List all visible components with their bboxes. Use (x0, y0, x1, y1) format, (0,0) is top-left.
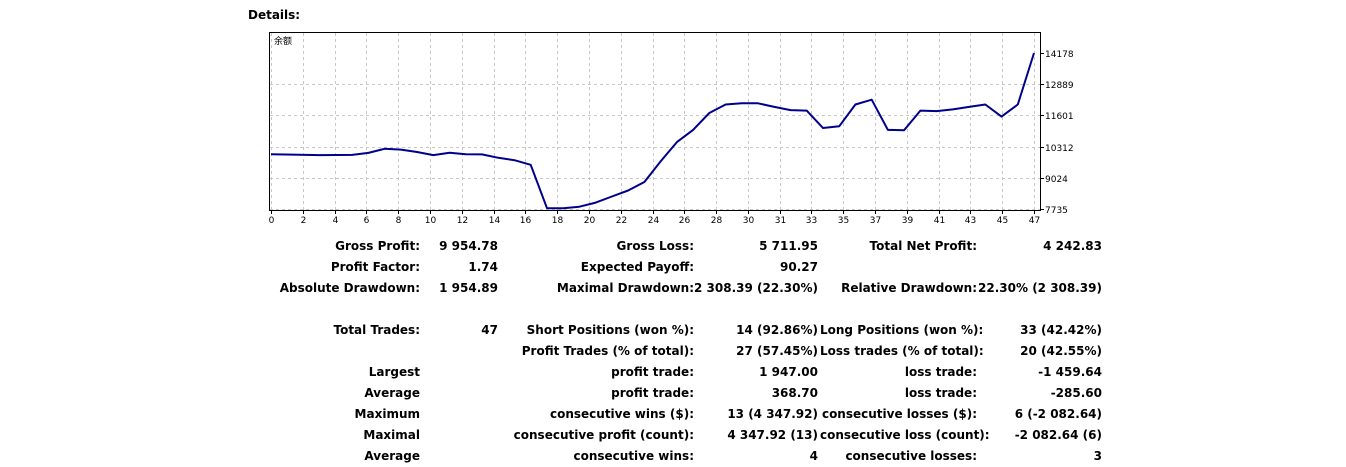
average-profit-value: 368.70 (771, 386, 818, 400)
x-tick-label: 28 (711, 216, 723, 226)
avg-consec-wins-value: 4 (809, 449, 818, 463)
avg-consec-wins-label: consecutive wins: (573, 449, 694, 463)
maximal-consec-loss-value: -2 082.64 (6) (1014, 428, 1102, 442)
maximal-label: Maximal (363, 428, 420, 442)
x-tick-label: 33 (806, 216, 817, 226)
largest-loss-value: -1 459.64 (1038, 365, 1102, 379)
total-net-profit-label: Total Net Profit: (869, 239, 977, 253)
x-tick-label: 41 (934, 216, 945, 226)
max-consec-losses-value: 6 (-2 082.64) (1014, 407, 1102, 421)
total-net-profit-value: 4 242.83 (1043, 239, 1102, 253)
details-heading: Details: (248, 8, 301, 22)
maximal-consec-profit-label: consecutive profit (count): (513, 428, 694, 442)
gross-profit-value: 9 954.78 (439, 239, 498, 253)
largest-profit-value: 1 947.00 (759, 365, 818, 379)
long-positions-value: 33 (42.42%) (1020, 323, 1102, 337)
short-positions-label: Short Positions (won %): (526, 323, 694, 337)
max-consec-wins-label: consecutive wins ($): (549, 407, 694, 421)
x-tick-label: 18 (552, 216, 564, 226)
loss-trades-value: 20 (42.55%) (1020, 344, 1102, 358)
x-tick-label: 31 (775, 216, 786, 226)
x-tick-label: 47 (1029, 216, 1040, 226)
relative-drawdown-value: 22.30% (2 308.39) (978, 281, 1102, 295)
absolute-drawdown-label: Absolute Drawdown: (279, 281, 420, 295)
profit-factor-label: Profit Factor: (330, 260, 420, 274)
x-tick-label: 8 (396, 216, 402, 226)
y-tick-label: 9024 (1045, 175, 1068, 185)
avg-consec-losses-value: 3 (1093, 449, 1102, 463)
average-loss-label: loss trade: (904, 386, 977, 400)
maximum-label: Maximum (354, 407, 420, 421)
largest-loss-label: loss trade: (904, 365, 977, 379)
x-tick-label: 16 (520, 216, 532, 226)
absolute-drawdown-value: 1 954.89 (439, 281, 498, 295)
maximal-consec-profit-value: 4 347.92 (13) (727, 428, 818, 442)
average-consec-label: Average (364, 449, 420, 463)
total-trades-label: Total Trades: (333, 323, 420, 337)
avg-consec-losses-label: consecutive losses: (845, 449, 977, 463)
profit-factor-value: 1.74 (468, 260, 498, 274)
x-tick-label: 6 (364, 216, 370, 226)
x-tick-label: 39 (902, 216, 914, 226)
y-tick-label: 11601 (1045, 112, 1074, 122)
x-tick-label: 14 (489, 216, 501, 226)
chart-frame (269, 32, 1041, 211)
x-tick-label: 12 (457, 216, 468, 226)
expected-payoff-value: 90.27 (780, 260, 818, 274)
expected-payoff-label: Expected Payoff: (580, 260, 694, 274)
x-tick-label: 0 (269, 216, 275, 226)
x-tick-label: 26 (679, 216, 691, 226)
chart-title: 余额 (274, 35, 292, 47)
total-trades-value: 47 (481, 323, 498, 337)
x-tick-label: 20 (584, 216, 596, 226)
gross-profit-label: Gross Profit: (335, 239, 420, 253)
profit-trades-value: 27 (57.45%) (736, 344, 818, 358)
maximal-consec-loss-label: consecutive loss (count): (820, 428, 990, 442)
max-consec-wins-value: 13 (4 347.92) (727, 407, 818, 421)
x-tick-label: 2 (301, 216, 307, 226)
y-tick-label: 7735 (1045, 206, 1068, 216)
maximal-drawdown-label: Maximal Drawdown: (556, 281, 694, 295)
y-tick-label: 12889 (1045, 81, 1074, 91)
average-profit-label: profit trade: (611, 386, 694, 400)
gross-loss-label: Gross Loss: (616, 239, 694, 253)
maximal-drawdown-value: 2 308.39 (22.30%) (694, 281, 818, 295)
x-tick-label: 22 (616, 216, 627, 226)
largest-profit-label: profit trade: (611, 365, 694, 379)
x-tick-label: 43 (965, 216, 976, 226)
x-tick-label: 4 (333, 216, 339, 226)
loss-trades-label: Loss trades (% of total): (820, 344, 984, 358)
x-tick-label: 10 (425, 216, 437, 226)
x-tick-label: 45 (997, 216, 1008, 226)
gross-loss-value: 5 711.95 (759, 239, 818, 253)
relative-drawdown-label: Relative Drawdown: (841, 281, 977, 295)
profit-trades-label: Profit Trades (% of total): (521, 344, 694, 358)
x-tick-label: 35 (838, 216, 849, 226)
x-tick-label: 30 (743, 216, 755, 226)
max-consec-losses-label: consecutive losses ($): (821, 407, 977, 421)
x-tick-label: 24 (648, 216, 660, 226)
y-tick-label: 10312 (1045, 144, 1074, 154)
average-label: Average (364, 386, 420, 400)
average-loss-value: -285.60 (1050, 386, 1102, 400)
long-positions-label: Long Positions (won %): (820, 323, 984, 337)
short-positions-value: 14 (92.86%) (736, 323, 818, 337)
largest-label: Largest (368, 365, 420, 379)
y-tick-label: 14178 (1045, 50, 1074, 60)
balance-series-line (270, 52, 1035, 210)
x-tick-label: 37 (870, 216, 881, 226)
